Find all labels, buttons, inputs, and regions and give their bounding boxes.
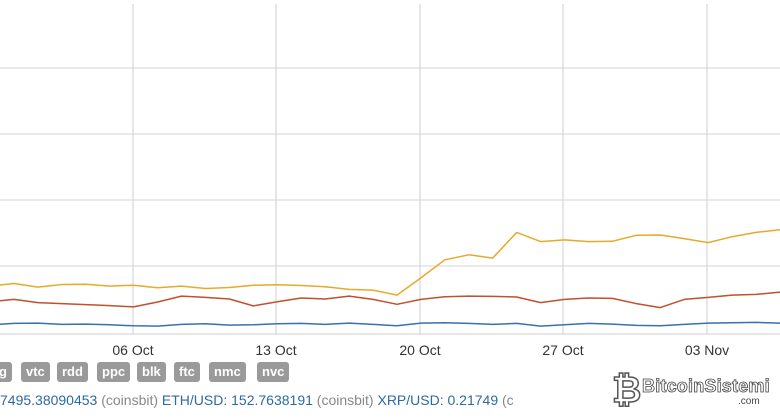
coin-tag[interactable]: nmc [209,362,246,382]
coin-tag[interactable]: rdd [57,362,88,382]
series-line-1 [0,228,780,296]
btc-price-value: 7495.38090453 [0,392,98,408]
coin-tag[interactable]: g [0,362,12,382]
chart-grid [0,4,780,335]
series-line-2 [0,291,780,309]
x-tick-label: 06 Oct [112,342,153,358]
logo-suffix-text: .com [738,396,760,407]
price-ticker: 7495.38090453 (coinsbit) ETH/USD: 152.76… [0,392,514,408]
x-tick-label: 13 Oct [255,342,296,358]
coin-tag[interactable]: vtc [21,362,50,382]
eth-price-label: ETH/USD: [161,392,228,408]
x-tick-label: 27 Oct [542,342,583,358]
xrp-price-label: XRP/USD: [377,392,444,408]
coin-tag[interactable]: ppc [97,362,131,382]
xrp-price-value: 0.21749 [447,392,499,408]
bitcoinsistemi-logo: ₿ BitcoinSistemi .com [611,369,780,419]
bitcoin-icon: ₿ [611,369,642,410]
eth-price-source: (coinsbit) [316,392,374,408]
chart-lines [0,228,780,327]
series-line-3 [0,321,780,327]
eth-price-value: 152.7638191 [231,392,313,408]
coin-tag[interactable]: ftc [174,362,200,382]
x-tick-label: 03 Nov [685,342,729,358]
btc-price-source: (coinsbit) [101,392,159,408]
coin-tag[interactable]: blk [137,362,166,382]
logo-brand-text: BitcoinSistemi [642,376,770,397]
coin-tag[interactable]: nvc [257,362,290,382]
xrp-price-source: (c [502,392,514,408]
x-tick-label: 20 Oct [399,342,440,358]
